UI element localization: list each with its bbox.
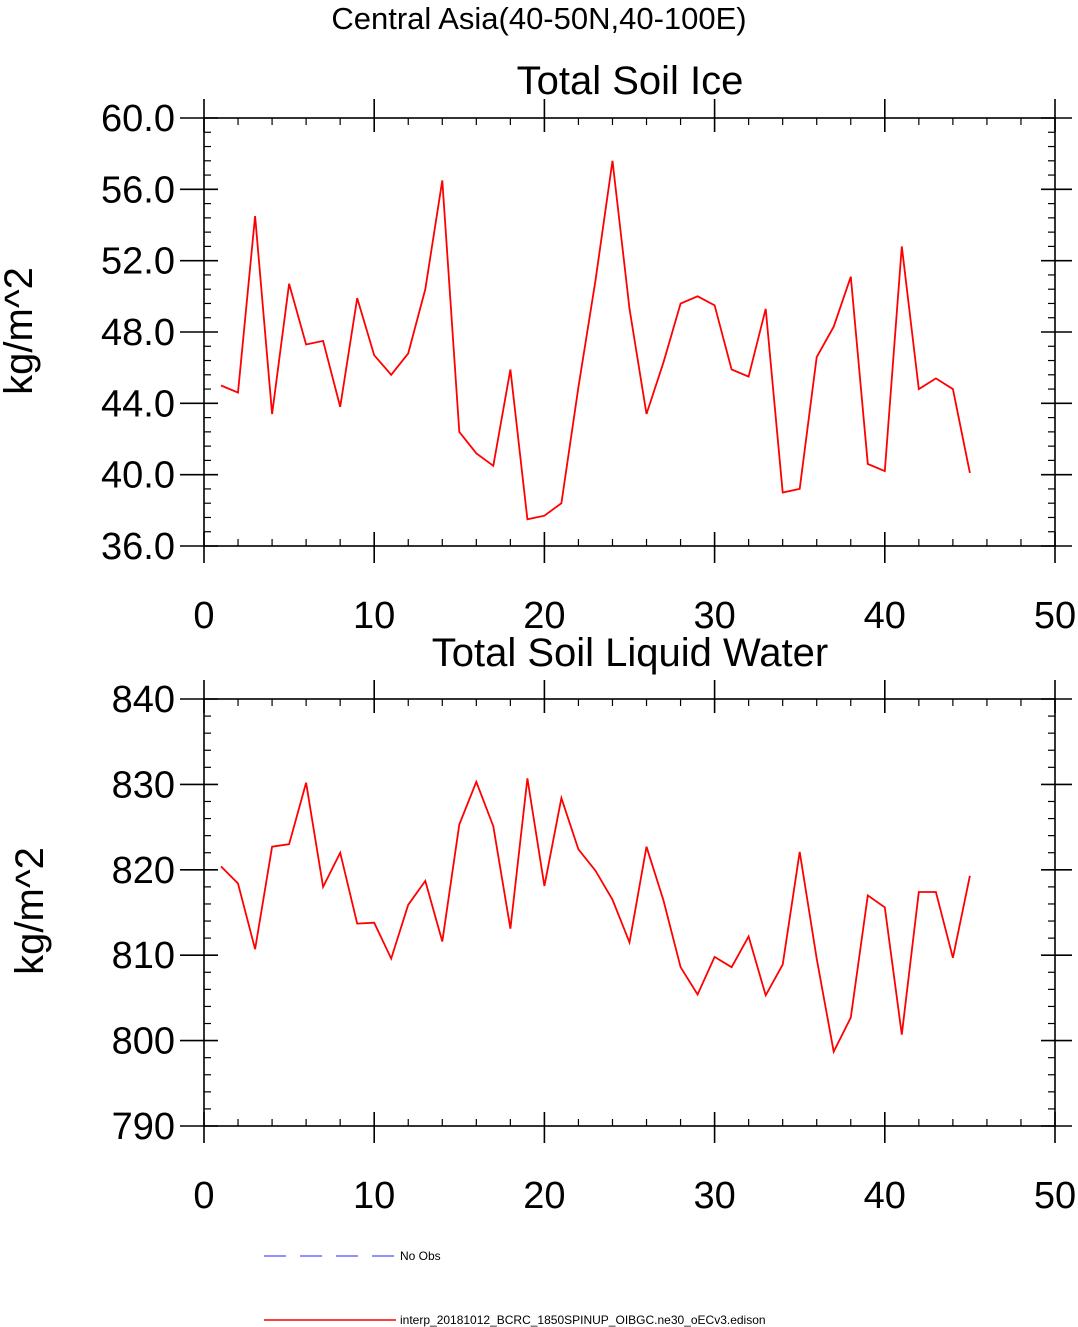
x-tick-label: 0: [193, 595, 214, 637]
y-tick-label: 36.0: [101, 526, 175, 568]
x-tick-label: 50: [1034, 1175, 1076, 1217]
figure-suptitle: Central Asia(40-50N,40-100E): [331, 1, 746, 36]
legend-label-model: interp_20181012_BCRC_1850SPINUP_OIBGC.ne…: [400, 1313, 766, 1327]
y-tick-label: 44.0: [101, 383, 175, 425]
x-tick-label: 30: [693, 595, 735, 637]
x-tick-label: 50: [1034, 595, 1076, 637]
y-tick-label: 40.0: [101, 455, 175, 497]
x-tick-label: 20: [523, 595, 565, 637]
y-tick-label: 52.0: [101, 241, 175, 283]
y-axis-label: kg/m^2: [8, 847, 52, 975]
x-tick-label: 10: [353, 1175, 395, 1217]
x-tick-label: 0: [193, 1175, 214, 1217]
plot-frame: [203, 117, 1056, 547]
legend-label-no-obs: No Obs: [400, 1249, 441, 1263]
y-tick-label: 840: [112, 679, 175, 721]
legend: No Obs interp_20181012_BCRC_1850SPINUP_O…: [264, 1249, 766, 1327]
y-tick-label: 60.0: [101, 98, 175, 140]
plot-frame: [203, 698, 1056, 1127]
panel-total-soil-liquid-water: Total Soil Liquid Water kg/m^2 0 10 20 30 40…: [8, 631, 1076, 1217]
y-tick-label: 48.0: [101, 312, 175, 354]
x-tick-label: 40: [864, 1175, 906, 1217]
y-tick-label: 56.0: [101, 169, 175, 211]
series-line: [220, 160, 971, 521]
y-tick-label: 790: [112, 1106, 175, 1148]
y-tick-label: 800: [112, 1021, 175, 1063]
x-tick-label: 40: [864, 595, 906, 637]
chart-title: Total Soil Liquid Water: [432, 631, 828, 675]
y-tick-label: 820: [112, 850, 175, 892]
panel-total-soil-ice: Total Soil Ice kg/m^2 0 10 20 30 40 50 36.0 40.…: [0, 59, 1076, 637]
x-tick-label: 10: [353, 595, 395, 637]
x-tick-label: 20: [523, 1175, 565, 1217]
y-tick-label: 830: [112, 764, 175, 806]
y-axis-label: kg/m^2: [0, 267, 41, 395]
x-tick-label: 30: [693, 1175, 735, 1217]
chart-title: Total Soil Ice: [517, 59, 744, 103]
y-tick-label: 810: [112, 935, 175, 977]
series-line: [220, 778, 971, 1055]
